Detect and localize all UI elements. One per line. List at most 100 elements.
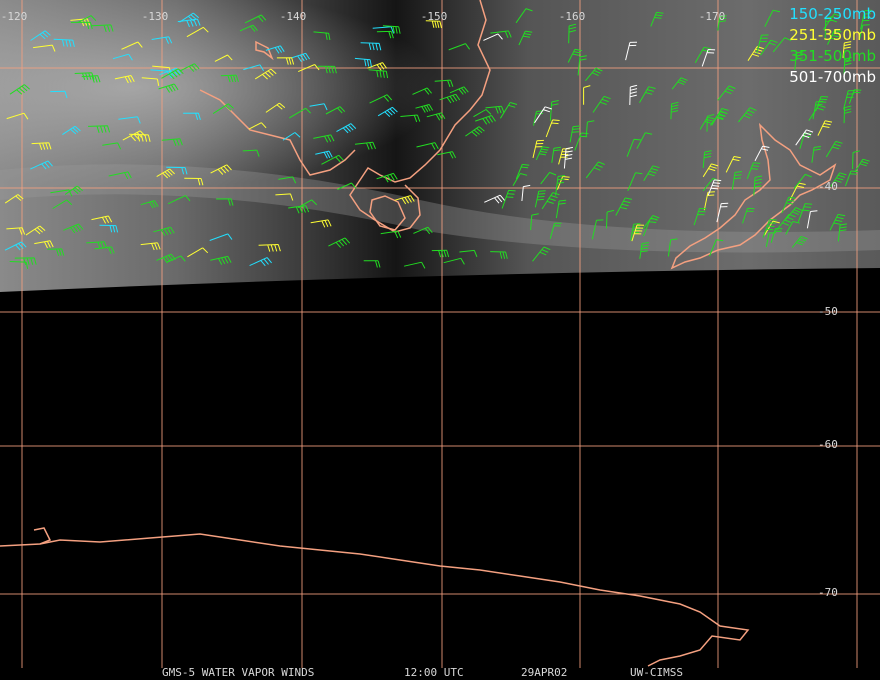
wind-barb bbox=[30, 30, 51, 41]
wind-barb bbox=[642, 218, 658, 237]
footer-text: 29APR02 bbox=[521, 666, 567, 679]
wind-barb bbox=[394, 195, 415, 205]
wind-barb bbox=[431, 249, 450, 258]
longitude-label: -140 bbox=[280, 10, 307, 23]
wind-barb bbox=[843, 105, 852, 124]
wind-barb bbox=[534, 106, 552, 124]
wind-barb bbox=[6, 112, 29, 120]
wind-barb bbox=[298, 64, 320, 73]
wind-barb bbox=[377, 106, 398, 117]
coastline bbox=[33, 527, 52, 545]
wind-barb bbox=[317, 65, 337, 74]
wind-barb bbox=[151, 36, 173, 44]
footer-text: GMS-5 WATER VAPOR WINDS bbox=[162, 666, 314, 679]
wind-barb bbox=[177, 18, 201, 28]
wind-barb bbox=[210, 255, 232, 265]
wind-barb bbox=[102, 142, 122, 150]
wind-barb bbox=[91, 24, 114, 33]
wind-barb bbox=[363, 260, 381, 268]
wind-barb bbox=[535, 146, 550, 161]
wind-barb bbox=[425, 20, 442, 29]
wind-barb bbox=[315, 150, 333, 159]
footer-text: 12:00 UTC bbox=[404, 666, 464, 679]
wind-barb bbox=[278, 176, 297, 184]
longitude-label: -130 bbox=[142, 10, 169, 23]
coastline bbox=[349, 0, 491, 233]
wind-barb bbox=[512, 173, 528, 186]
wind-barb bbox=[709, 239, 724, 257]
wind-barb bbox=[30, 160, 53, 170]
wind-barb bbox=[282, 132, 301, 141]
wind-barb bbox=[485, 105, 505, 114]
wind-barb bbox=[214, 54, 233, 62]
wind-barb bbox=[518, 30, 533, 46]
wind-barb bbox=[376, 30, 394, 39]
wind-barb bbox=[367, 62, 388, 71]
wind-barb bbox=[639, 242, 649, 259]
wind-barb bbox=[815, 96, 829, 112]
wind-barb bbox=[47, 248, 65, 256]
wind-barb bbox=[753, 175, 763, 196]
wind-barb bbox=[701, 49, 716, 67]
wind-barb bbox=[569, 125, 581, 143]
wind-barb bbox=[33, 44, 56, 52]
labels: -120 -130 -140 -150 -160 -170 -40 -50 -60 -70 150-… bbox=[1, 5, 876, 679]
wind-barb bbox=[9, 84, 31, 95]
wind-barb bbox=[209, 233, 233, 241]
footer-text: UW-CIMSS bbox=[630, 666, 683, 679]
wind-barb bbox=[63, 223, 84, 234]
wind-barb bbox=[403, 261, 426, 269]
wind-barb bbox=[545, 119, 560, 138]
wind-barb bbox=[6, 227, 26, 235]
wind-barb bbox=[118, 116, 141, 124]
wind-barb bbox=[568, 23, 577, 44]
wind-barb bbox=[77, 15, 97, 23]
wind-barb bbox=[50, 90, 68, 99]
wind-barb bbox=[328, 237, 351, 248]
imagery-highlight bbox=[0, 0, 880, 292]
wind-barb bbox=[161, 138, 183, 146]
wind-barb bbox=[671, 77, 688, 90]
wind-barb bbox=[473, 109, 492, 118]
wind-barb bbox=[186, 26, 209, 38]
wind-barb bbox=[843, 57, 852, 76]
wind-barb bbox=[781, 196, 796, 214]
wind-barb bbox=[212, 103, 234, 115]
wind-barb bbox=[811, 146, 821, 163]
wind-barb bbox=[258, 244, 281, 252]
wind-barb bbox=[530, 213, 539, 231]
wind-barb bbox=[549, 100, 559, 121]
wind-barb bbox=[276, 57, 295, 65]
wind-barb bbox=[789, 182, 806, 201]
wind-barb bbox=[369, 94, 393, 104]
coastline bbox=[0, 533, 750, 667]
wind-barb bbox=[591, 219, 604, 240]
wind-barb bbox=[702, 150, 712, 168]
wind-barb bbox=[499, 102, 518, 119]
wind-barb bbox=[309, 103, 328, 111]
wind-barb bbox=[521, 184, 531, 202]
wind-barb bbox=[770, 228, 783, 243]
wind-barb bbox=[762, 219, 777, 238]
wind-barb bbox=[400, 114, 421, 123]
coastline bbox=[369, 195, 406, 231]
wind-barb bbox=[415, 104, 434, 113]
wind-barb bbox=[785, 221, 800, 235]
wind-barb bbox=[437, 151, 457, 159]
wind-barb bbox=[242, 149, 260, 157]
wind-barb bbox=[772, 37, 792, 53]
coastline bbox=[255, 40, 274, 61]
wind-barb bbox=[416, 142, 439, 150]
wind-barb bbox=[643, 165, 660, 181]
wind-barb bbox=[830, 172, 847, 187]
wind-barb bbox=[354, 141, 376, 150]
wind-barb bbox=[490, 251, 508, 259]
wind-barb bbox=[615, 197, 633, 216]
wind-barb bbox=[852, 150, 860, 170]
wind-barb bbox=[760, 39, 778, 56]
wind-barb bbox=[179, 12, 200, 23]
wind-barb bbox=[764, 9, 780, 27]
wind-barb bbox=[265, 102, 286, 113]
wind-barb bbox=[53, 38, 75, 48]
wind-barb bbox=[443, 257, 465, 265]
